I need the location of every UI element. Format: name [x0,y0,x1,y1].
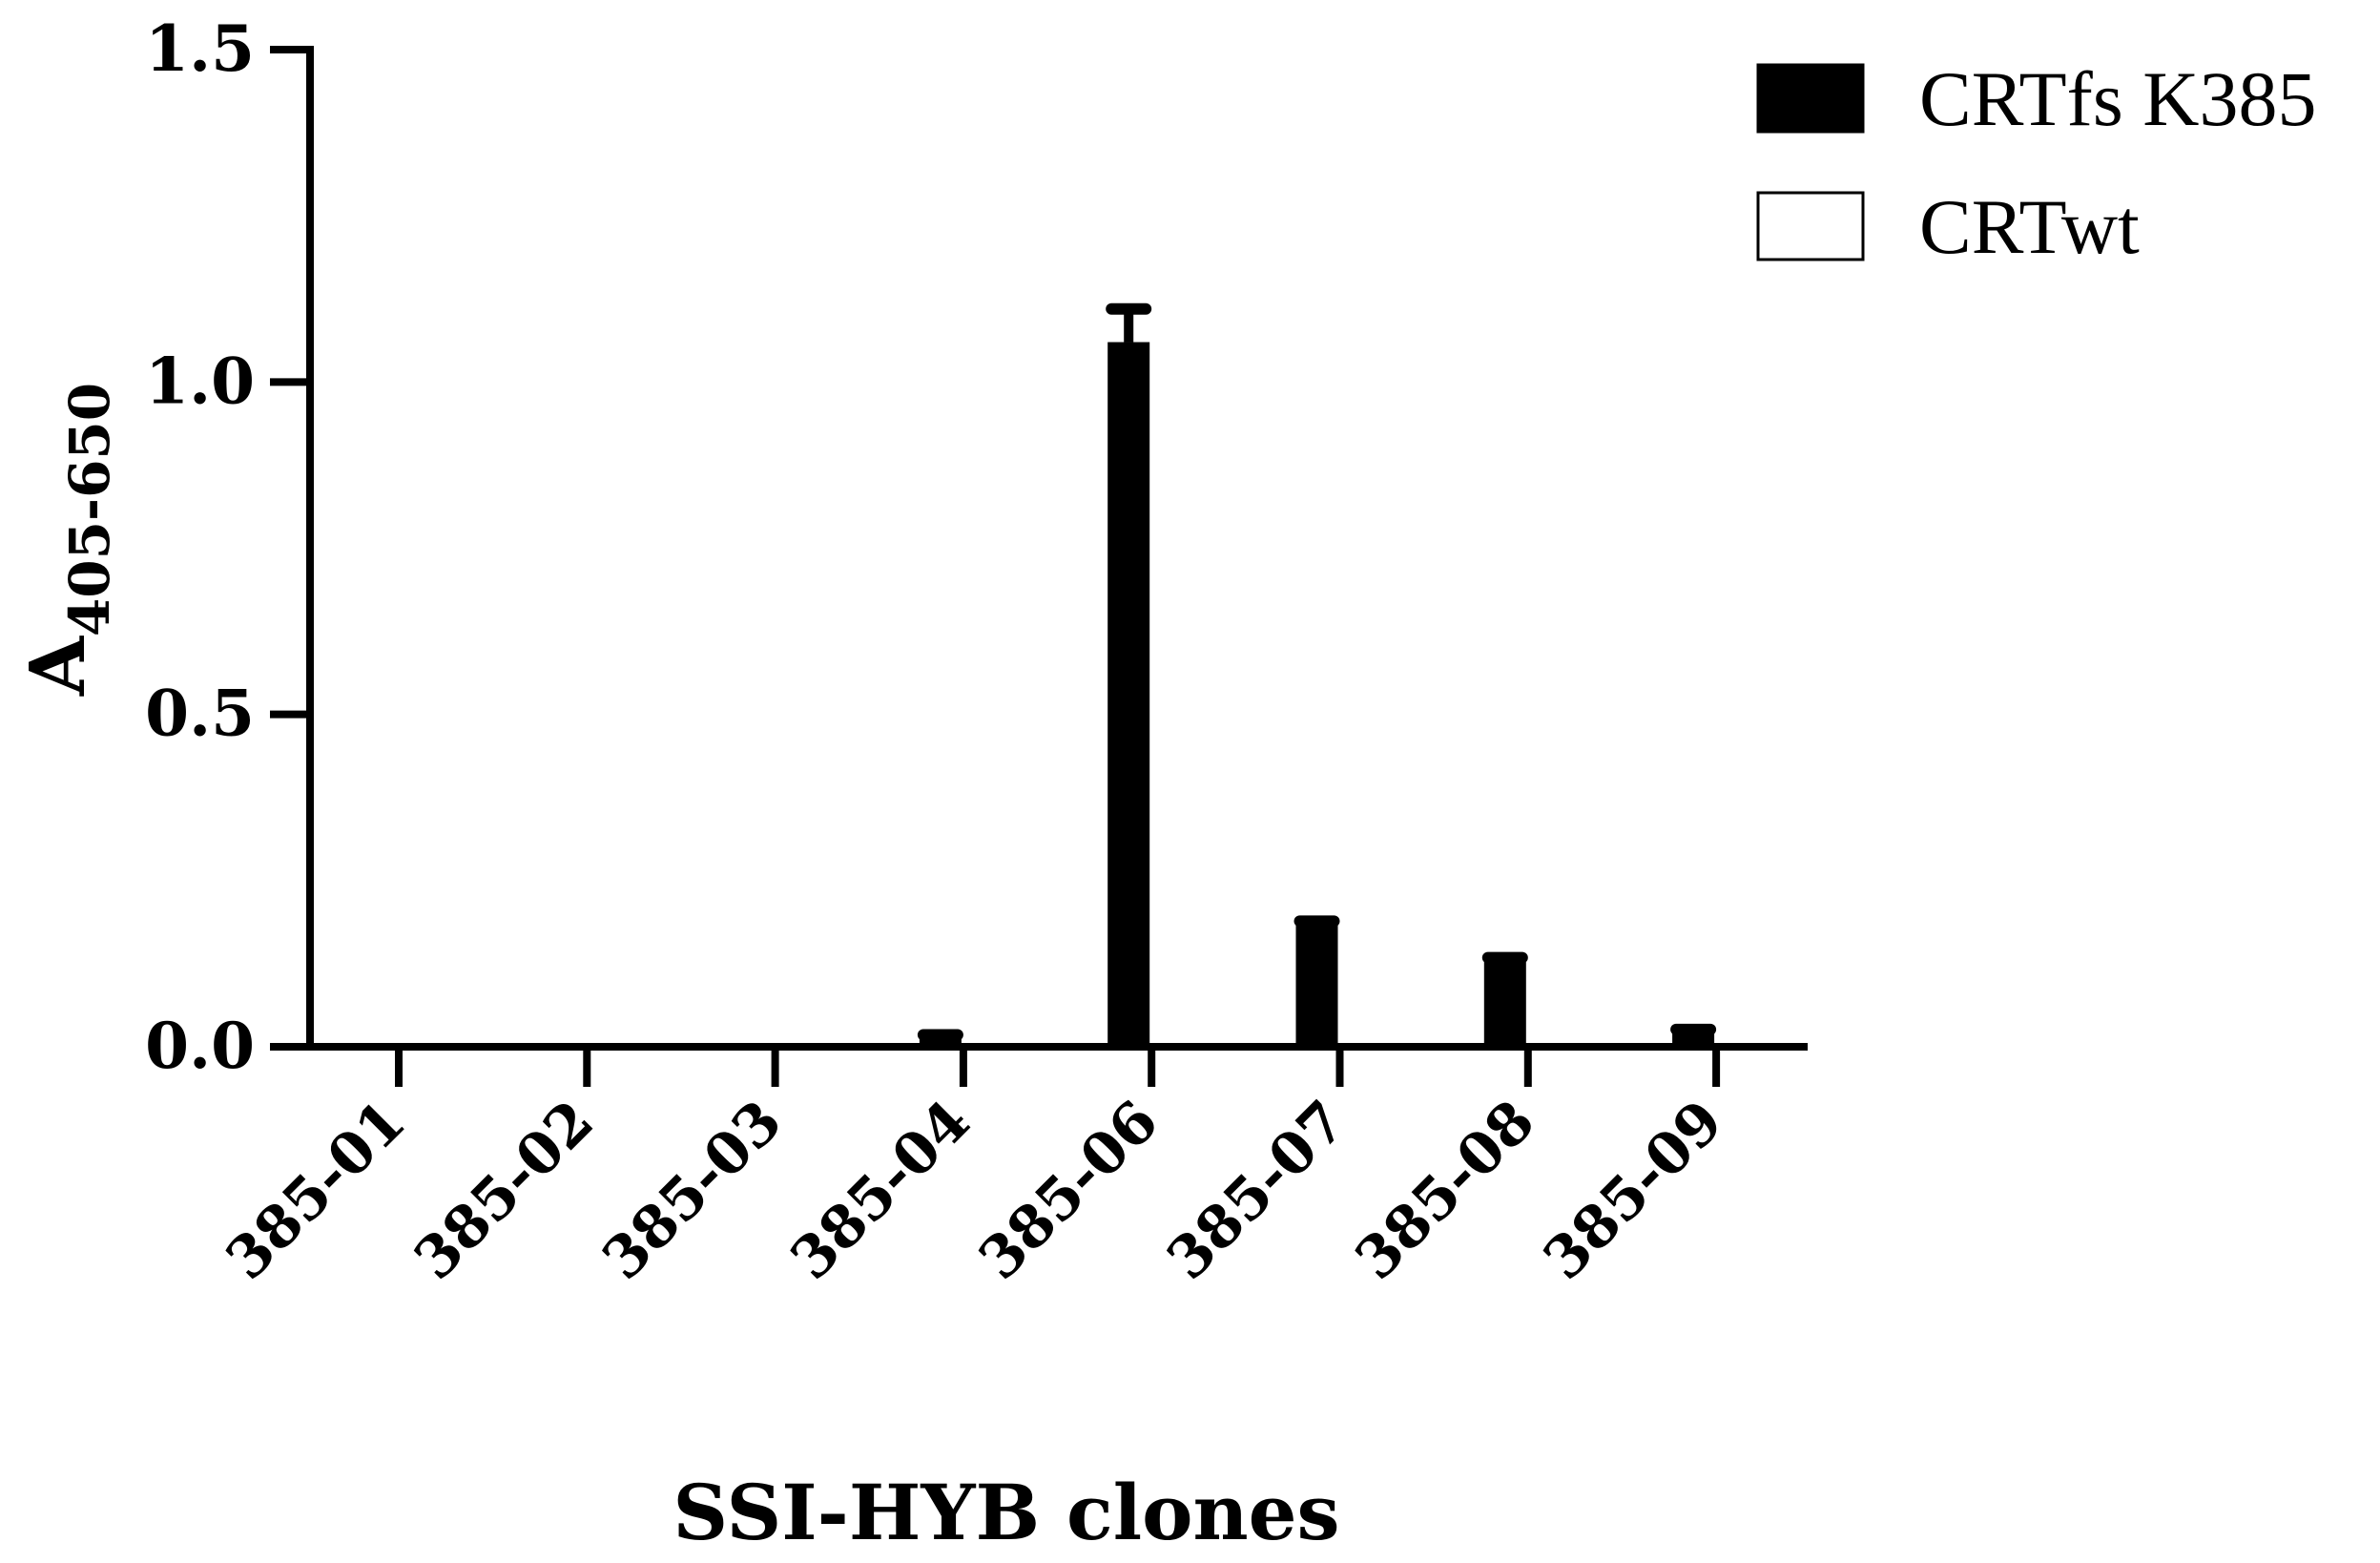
y-tick-label-0.0: 0.0 [145,1009,255,1083]
y-tick-label-1.0: 1.0 [145,344,255,418]
axes-layer [270,46,1808,1087]
x-tick-label-385-01: 385-01 [214,1088,419,1293]
bar-crtfs-k385-385-06 [1107,342,1150,1047]
bar-crtfs-k385-385-07 [1295,924,1338,1047]
bar-crtfs-k385-385-04 [919,1036,962,1047]
legend: CRTfs K385 CRTwt [1756,55,2317,270]
x-axis-title: SSI-HYB clones [673,1468,1339,1557]
x-tick-label-385-09: 385-09 [1531,1088,1736,1293]
y-tick-label-0.5: 0.5 [145,677,255,751]
bar-crtfs-k385-385-08 [1483,960,1526,1047]
y-axis-title-main: A [12,636,102,697]
x-tick-label-385-06: 385-06 [966,1088,1171,1293]
legend-label-crtfs-k385: CRTfs K385 [1919,55,2317,142]
legend-label-crtwt: CRTwt [1919,183,2140,270]
x-tick-label-385-03: 385-03 [590,1088,795,1293]
x-tick-label-385-08: 385-08 [1343,1088,1548,1293]
legend-swatch-crtwt [1756,191,1865,261]
bars-layer [917,302,1762,1049]
x-tick-label-385-07: 385-07 [1154,1088,1359,1293]
labels-layer: 0.00.51.01.5385-01385-02385-03385-04385-… [12,11,1736,1557]
x-tick-label-385-02: 385-02 [402,1088,607,1293]
legend-swatch-crtfs-k385 [1756,63,1865,134]
x-tick-label-385-04: 385-04 [778,1088,983,1293]
y-tick-label-1.5: 1.5 [145,11,255,86]
y-axis-title: A405-650 [12,383,122,697]
y-axis-title-subscript: 405-650 [57,383,122,636]
